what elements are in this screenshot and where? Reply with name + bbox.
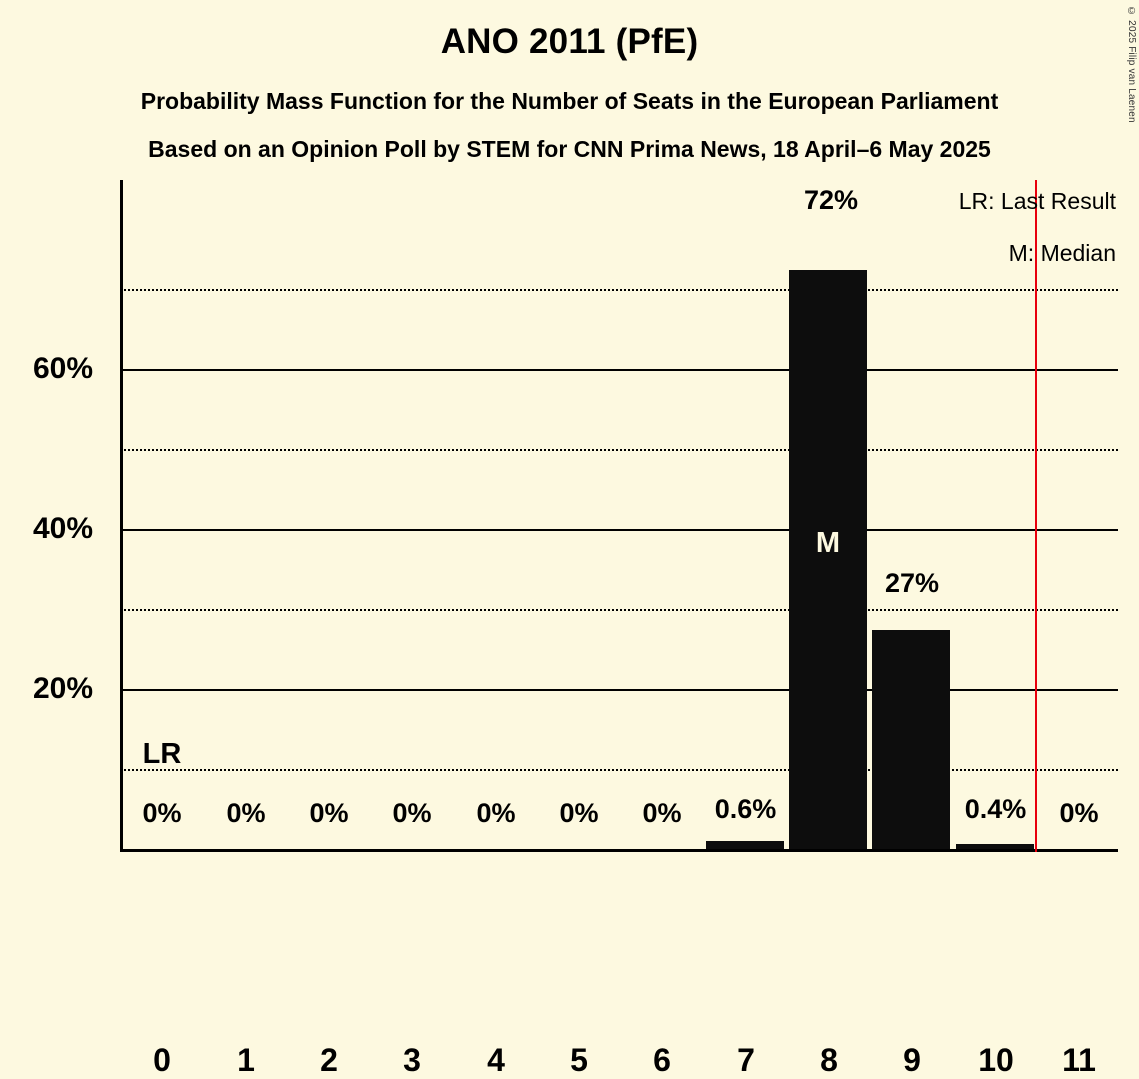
bar-label-1: 0% [226, 798, 266, 828]
plot-area: 20% 40% 60% 0% 0% 0% 0% 0% 0% 0% 0.6% 72… [33, 180, 1118, 1078]
bar-9 [872, 630, 950, 849]
x-tick-3: 3 [403, 1042, 421, 1078]
copyright-notice: © 2025 Filip van Laenen [1126, 6, 1137, 123]
bar-label-9: 27% [884, 568, 940, 598]
bar-label-11: 0% [1059, 798, 1099, 828]
legend-median: M: Median [1008, 240, 1116, 266]
bar-label-10: 0.4% [964, 794, 1027, 824]
bar-8 [789, 270, 867, 849]
bar-7 [706, 841, 784, 849]
bar-label-4: 0% [476, 798, 516, 828]
x-axis-line [120, 849, 1118, 852]
gridline-30 [120, 609, 1118, 611]
chart-subtitle-primary: Probability Mass Function for the Number… [140, 88, 999, 114]
gridline-10 [120, 769, 1118, 771]
bar-label-3: 0% [392, 798, 432, 828]
x-tick-11: 11 [1062, 1042, 1096, 1078]
bar-label-7: 0.6% [714, 794, 777, 824]
gridline-50 [120, 449, 1118, 451]
gridline-40 [120, 529, 1118, 531]
x-tick-9: 9 [903, 1042, 921, 1078]
x-tick-4: 4 [487, 1042, 505, 1078]
median-marker: M [815, 527, 841, 559]
y-axis-line [120, 180, 123, 852]
chart-container: ANO 2011 (PfE) Probability Mass Function… [32, 6, 1137, 1078]
page-title: ANO 2011 (PfE) [440, 22, 699, 61]
bar-label-5: 0% [559, 798, 599, 828]
x-tick-6: 6 [653, 1042, 671, 1078]
bar-label-0: 0% [142, 798, 182, 828]
x-tick-10: 10 [978, 1042, 1014, 1078]
gridline-60 [120, 369, 1118, 371]
legend-last-result: LR: Last Result [958, 188, 1116, 214]
last-result-marker: LR [142, 738, 182, 770]
x-tick-7: 7 [737, 1042, 755, 1078]
gridline-70 [120, 289, 1118, 291]
y-tick-20: 20% [32, 672, 93, 705]
x-tick-5: 5 [570, 1042, 588, 1078]
y-tick-60: 60% [32, 352, 93, 385]
x-tick-8: 8 [820, 1042, 838, 1078]
median-line [1035, 180, 1037, 852]
x-tick-1: 1 [237, 1042, 255, 1078]
x-tick-2: 2 [320, 1042, 338, 1078]
chart-subtitle-source: Based on an Opinion Poll by STEM for CNN… [148, 136, 991, 162]
bar-label-8: 72% [803, 185, 859, 215]
bar-label-6: 0% [642, 798, 682, 828]
bar-label-2: 0% [309, 798, 349, 828]
y-tick-40: 40% [32, 512, 93, 545]
gridline-20 [120, 689, 1118, 691]
bar-10 [956, 844, 1034, 849]
x-tick-0: 0 [153, 1042, 171, 1078]
